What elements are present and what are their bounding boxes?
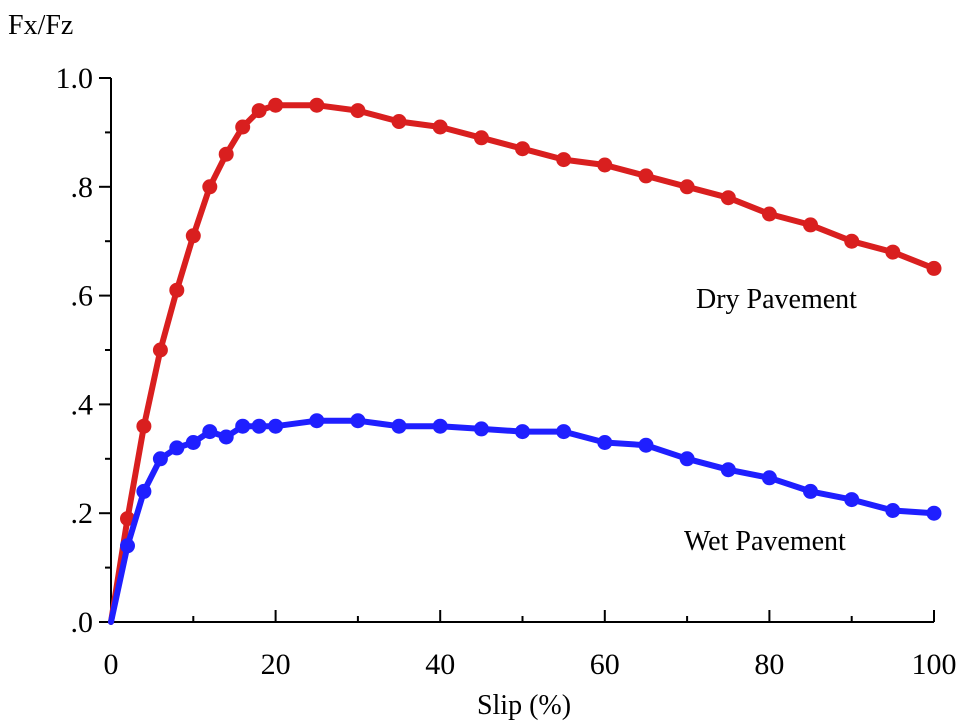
data-point-dry-pavement	[473, 130, 489, 146]
data-point-wet-pavement	[152, 451, 168, 467]
y-tick-label: .6	[71, 280, 94, 313]
data-point-wet-pavement	[185, 435, 201, 450]
data-point-dry-pavement	[432, 119, 448, 135]
data-point-dry-pavement	[235, 119, 251, 135]
data-point-dry-pavement	[556, 152, 572, 168]
data-point-wet-pavement	[926, 505, 942, 521]
x-tick-label: 0	[104, 648, 119, 681]
data-point-dry-pavement	[268, 97, 284, 113]
data-point-dry-pavement	[515, 141, 530, 157]
data-point-wet-pavement	[350, 413, 366, 429]
data-point-dry-pavement	[597, 157, 613, 173]
data-point-dry-pavement	[202, 179, 218, 195]
data-point-wet-pavement	[720, 462, 736, 478]
data-point-dry-pavement	[152, 342, 168, 358]
data-point-dry-pavement	[761, 206, 777, 222]
data-point-wet-pavement	[309, 413, 325, 429]
data-point-dry-pavement	[169, 282, 185, 298]
data-point-wet-pavement	[432, 418, 448, 434]
data-point-dry-pavement	[926, 260, 942, 276]
data-point-dry-pavement	[638, 168, 654, 184]
axis-ticks: .0 .2 .4 .6 .8 1.0 0 20 40 60 80 100	[56, 62, 957, 681]
data-point-wet-pavement	[202, 424, 218, 440]
y-axis-title: Fx/Fz	[8, 10, 73, 41]
series-label-dry-pavement: Dry Pavement	[696, 284, 857, 315]
data-point-wet-pavement	[473, 421, 489, 437]
data-point-dry-pavement	[844, 233, 860, 249]
data-point-wet-pavement	[885, 503, 901, 518]
data-point-wet-pavement	[235, 418, 251, 434]
data-point-dry-pavement	[803, 217, 818, 233]
data-point-dry-pavement	[309, 97, 325, 113]
series-group	[108, 97, 942, 625]
data-point-dry-pavement	[350, 103, 366, 119]
data-point-wet-pavement	[268, 418, 284, 434]
series-label-wet-pavement: Wet Pavement	[684, 526, 846, 557]
data-point-wet-pavement	[556, 424, 572, 440]
data-point-dry-pavement	[885, 244, 901, 260]
x-tick-label: 40	[425, 648, 455, 681]
series-line-wet-pavement	[108, 417, 937, 625]
y-tick-label: .8	[71, 171, 94, 204]
data-point-wet-pavement	[136, 483, 152, 499]
data-point-dry-pavement	[251, 103, 267, 119]
data-point-dry-pavement	[720, 190, 736, 206]
data-point-wet-pavement	[638, 437, 654, 453]
data-point-wet-pavement	[169, 440, 185, 456]
data-point-wet-pavement	[120, 538, 135, 554]
x-tick-label: 20	[261, 648, 291, 681]
y-tick-label: .2	[71, 497, 94, 530]
y-tick-label: .4	[71, 388, 94, 421]
data-point-wet-pavement	[251, 418, 267, 434]
data-point-wet-pavement	[515, 424, 530, 440]
data-point-wet-pavement	[803, 483, 818, 499]
x-axis-title: Slip (%)	[477, 690, 571, 721]
series-wet-pavement	[108, 413, 942, 625]
data-point-wet-pavement	[761, 470, 777, 486]
data-point-wet-pavement	[218, 429, 234, 445]
data-point-wet-pavement	[391, 418, 407, 434]
x-tick-label: 100	[912, 648, 957, 681]
x-tick-label: 80	[754, 648, 784, 681]
data-point-dry-pavement	[218, 146, 234, 162]
y-tick-label: .0	[71, 606, 94, 639]
data-point-dry-pavement	[679, 179, 695, 195]
data-point-dry-pavement	[185, 228, 201, 244]
data-point-wet-pavement	[597, 435, 613, 450]
data-point-dry-pavement	[391, 114, 407, 129]
data-point-wet-pavement	[844, 492, 860, 508]
data-point-dry-pavement	[136, 418, 152, 434]
series-dry-pavement	[108, 97, 942, 625]
data-point-dry-pavement	[120, 511, 135, 527]
data-point-wet-pavement	[679, 451, 695, 467]
y-tick-label: 1.0	[56, 62, 94, 95]
x-tick-label: 60	[590, 648, 620, 681]
